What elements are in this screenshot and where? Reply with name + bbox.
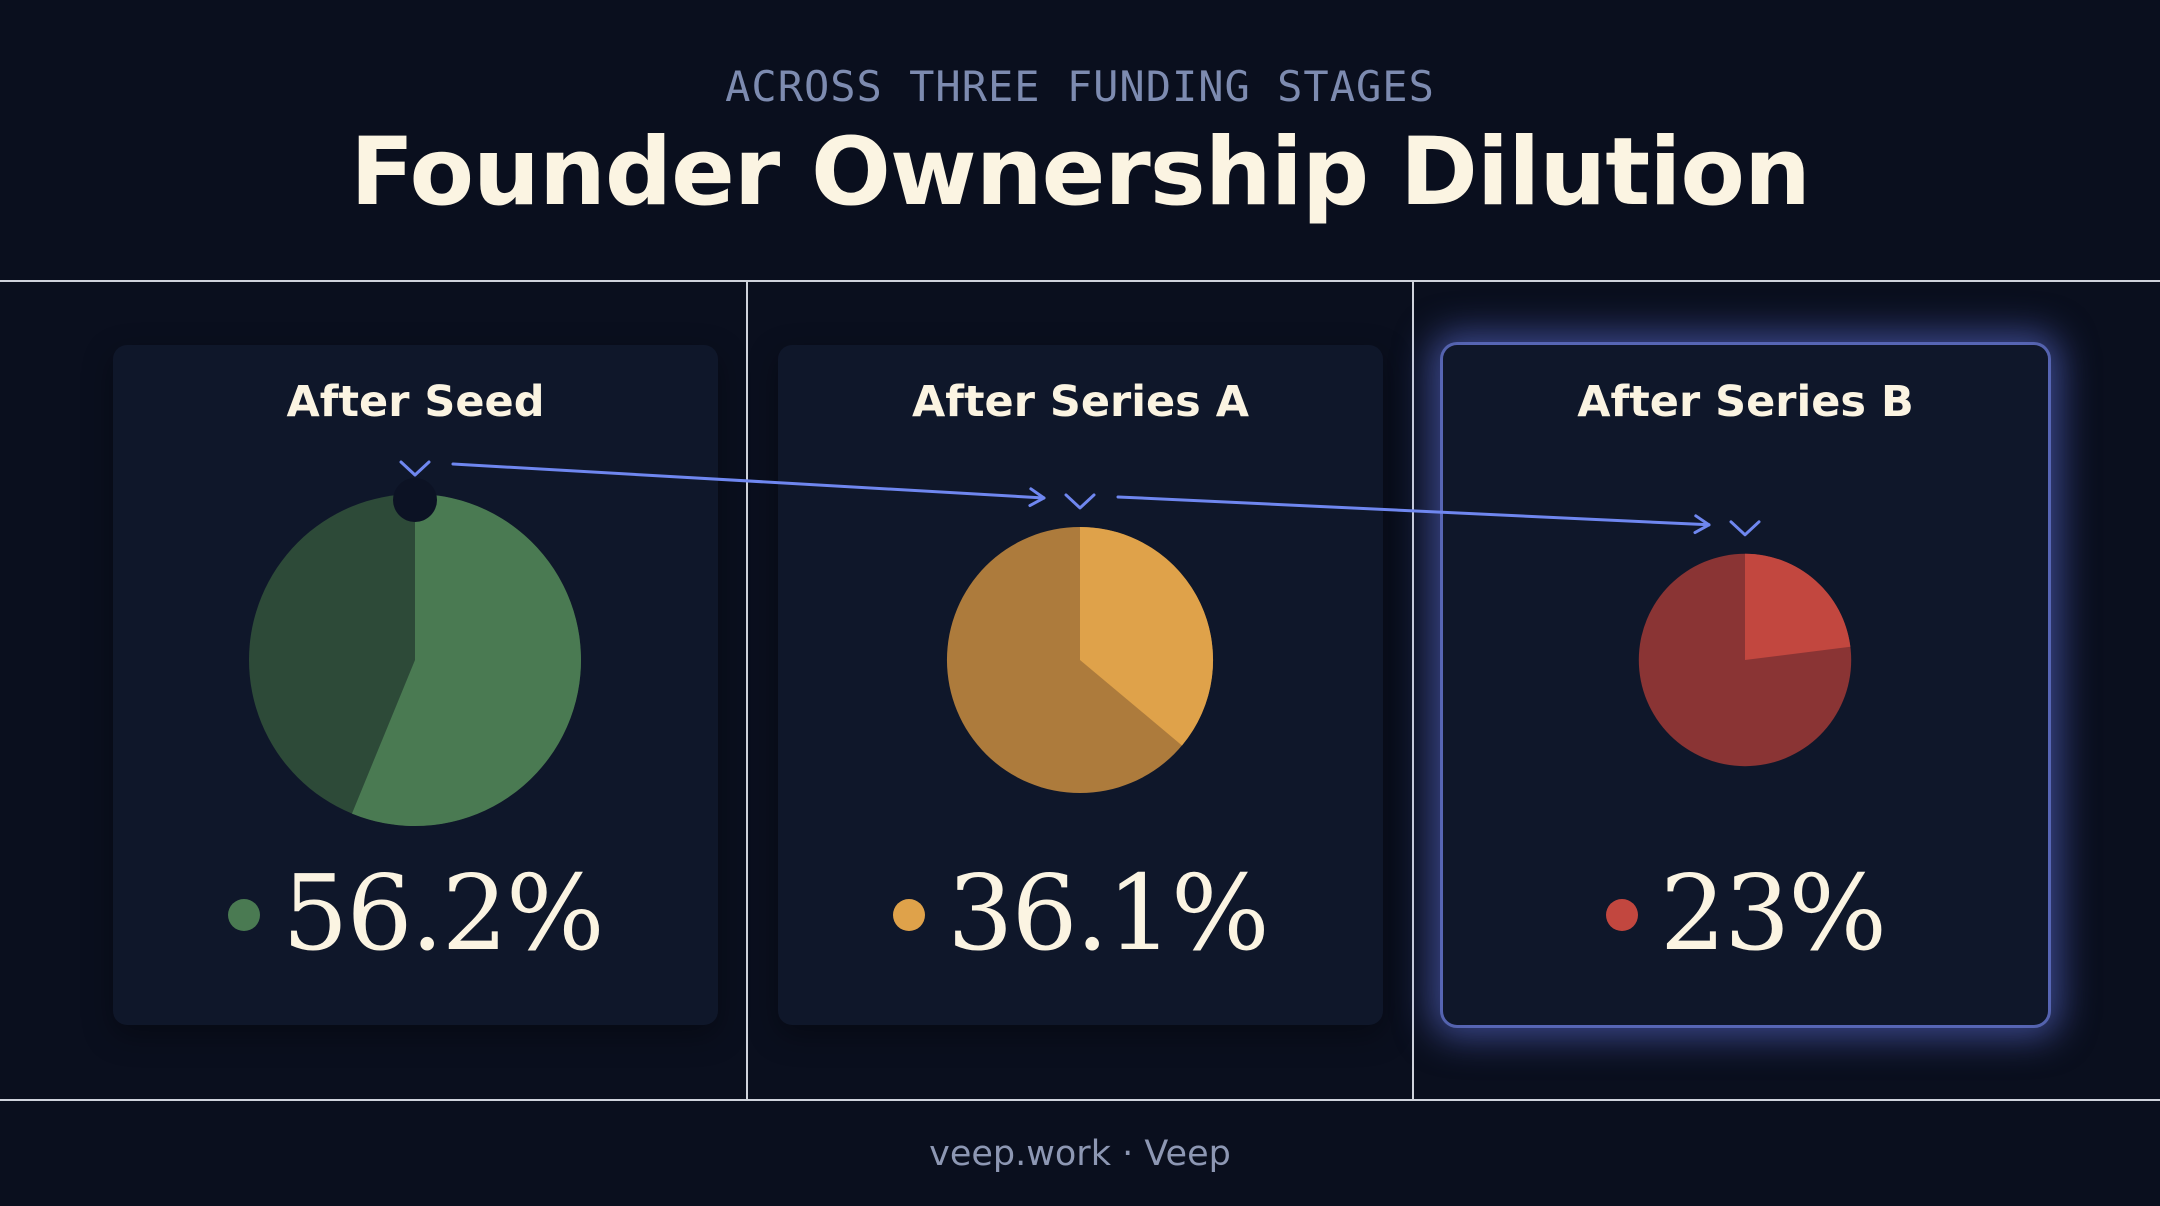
stage-value-row-seed: 56.2% [113, 852, 718, 974]
chart-subtitle: ACROSS THREE FUNDING STAGES [725, 62, 1435, 111]
arrow-head-icon [1693, 514, 1711, 535]
divider-bottom [0, 1099, 2160, 1101]
pie-slice-series-a [1080, 526, 1214, 746]
connector-arrow-seed-to-series-a [451, 462, 1046, 500]
data-label-series-a: 36.1% [947, 852, 1269, 974]
legend-dot-seed [228, 899, 261, 931]
stage-label-series-b: After Series B [1577, 377, 1914, 427]
footer-credit: veep.work · Veep [929, 1134, 1231, 1174]
pie-slice-series-b [1745, 553, 1851, 660]
chart-title: Founder Ownership Dilution [350, 118, 1811, 227]
chevron-down-icon [1729, 520, 1761, 537]
pie-top-marker-seed [393, 478, 437, 522]
chevron-down-icon [1064, 493, 1096, 510]
connector-arrow-series-a-to-series-b [1116, 495, 1711, 527]
arrow-head-icon [1028, 487, 1046, 508]
divider-top [0, 280, 2160, 282]
stage-value-row-series-a: 36.1% [778, 852, 1383, 974]
pie-slice-seed [351, 494, 582, 827]
legend-dot-series-b [1605, 899, 1638, 931]
stage-value-row-series-b: 23% [1443, 852, 2048, 974]
divider-column-1 [746, 281, 748, 1101]
data-label-seed: 56.2% [282, 852, 604, 974]
chevron-down-icon [399, 460, 431, 477]
stage-label-series-a: After Series A [912, 377, 1249, 427]
legend-dot-series-a [893, 899, 926, 931]
divider-column-2 [1412, 281, 1414, 1101]
data-label-series-b: 23% [1659, 852, 1887, 974]
stage-label-seed: After Seed [286, 377, 545, 427]
stage-card-series-a: After Series A 36.1% [778, 345, 1383, 1025]
